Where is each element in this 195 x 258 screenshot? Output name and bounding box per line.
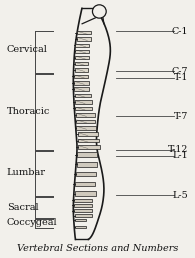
Text: C-7: C-7 [172, 67, 188, 76]
Bar [74, 75, 88, 78]
Bar [77, 31, 91, 34]
Bar [74, 214, 92, 217]
Text: Sacral: Sacral [7, 203, 38, 212]
Bar [74, 81, 89, 85]
Text: Lumbar: Lumbar [7, 168, 46, 177]
Bar [74, 68, 88, 72]
Text: L-1: L-1 [173, 151, 188, 160]
Text: Cervical: Cervical [7, 45, 48, 54]
Text: C-1: C-1 [172, 27, 188, 36]
Bar [77, 162, 97, 167]
Bar [75, 191, 96, 196]
Bar [76, 172, 96, 176]
Bar [76, 113, 95, 117]
Bar [75, 50, 89, 53]
Bar [74, 62, 88, 66]
Ellipse shape [92, 5, 106, 18]
Bar [76, 119, 95, 123]
Bar [78, 132, 98, 136]
Text: Coccygeal: Coccygeal [7, 218, 57, 227]
Text: T-1: T-1 [174, 73, 188, 82]
Bar [77, 152, 97, 157]
Bar [74, 87, 90, 91]
Bar [75, 107, 92, 110]
Bar [75, 44, 89, 47]
Bar [75, 56, 89, 59]
Bar [78, 145, 100, 149]
Bar [75, 182, 95, 186]
Text: Vertebral Sections and Numbers: Vertebral Sections and Numbers [17, 244, 178, 253]
Bar [75, 100, 92, 104]
Bar [74, 219, 86, 221]
Bar [75, 94, 91, 98]
Bar [78, 139, 99, 142]
Text: T-12: T-12 [168, 145, 188, 154]
Bar [75, 226, 87, 228]
Text: Thoracic: Thoracic [7, 107, 50, 116]
Bar [74, 204, 92, 207]
Text: T-7: T-7 [174, 112, 188, 121]
Bar [77, 37, 91, 41]
Bar [74, 199, 92, 202]
Bar [76, 126, 96, 130]
Bar [74, 209, 92, 212]
Text: L-5: L-5 [173, 191, 188, 200]
